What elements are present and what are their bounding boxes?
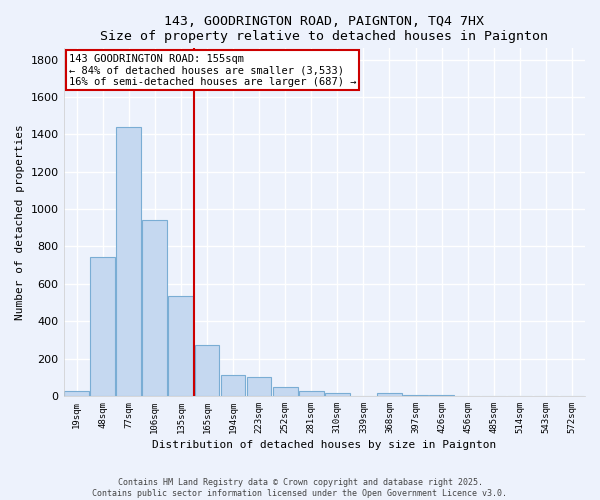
Bar [221, 376, 245, 396]
Bar [273, 386, 298, 396]
Bar [403, 395, 428, 396]
Bar [299, 392, 323, 396]
Bar [116, 127, 141, 396]
Bar [377, 393, 402, 396]
Y-axis label: Number of detached properties: Number of detached properties [15, 124, 25, 320]
Text: Contains HM Land Registry data © Crown copyright and database right 2025.
Contai: Contains HM Land Registry data © Crown c… [92, 478, 508, 498]
Bar [429, 395, 454, 396]
Bar [247, 378, 271, 396]
Bar [142, 220, 167, 396]
Title: 143, GOODRINGTON ROAD, PAIGNTON, TQ4 7HX
Size of property relative to detached h: 143, GOODRINGTON ROAD, PAIGNTON, TQ4 7HX… [100, 15, 548, 43]
Bar [325, 393, 350, 396]
Bar [194, 346, 220, 396]
Bar [90, 256, 115, 396]
Bar [169, 296, 193, 396]
Text: 143 GOODRINGTON ROAD: 155sqm
← 84% of detached houses are smaller (3,533)
16% of: 143 GOODRINGTON ROAD: 155sqm ← 84% of de… [69, 54, 356, 86]
X-axis label: Distribution of detached houses by size in Paignton: Distribution of detached houses by size … [152, 440, 496, 450]
Bar [64, 392, 89, 396]
